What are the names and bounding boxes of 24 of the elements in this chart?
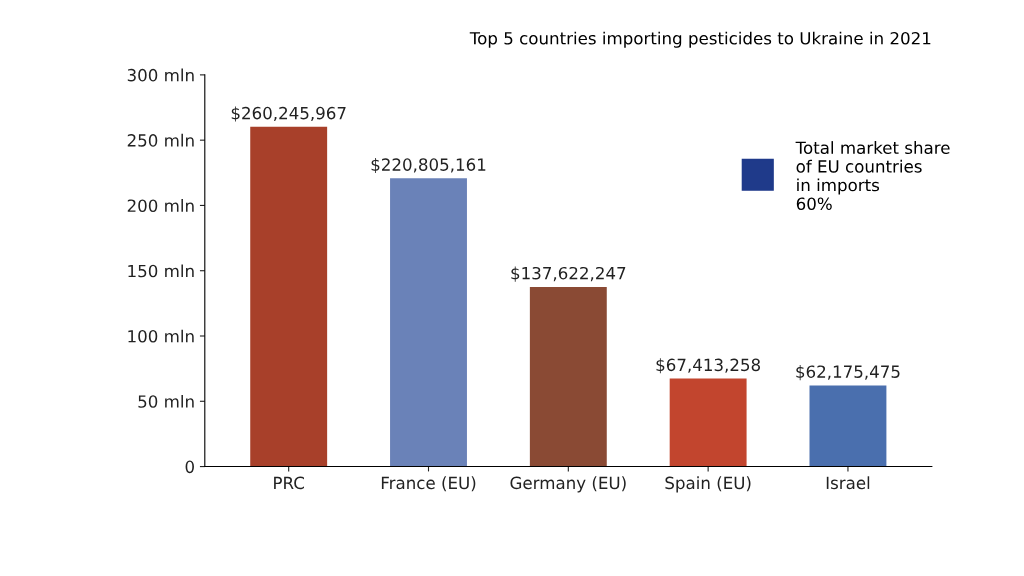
x-tick-label: Germany (EU) — [510, 476, 626, 493]
bar — [809, 385, 887, 467]
annotation: Total market share of EU countries in imports 60% — [795, 141, 950, 211]
x-tick-label: Spain (EU) — [665, 476, 751, 493]
y-tick-label: 0 — [185, 460, 194, 474]
annotation: $67,413,258 — [656, 358, 761, 374]
y-tick-label: 50 mln — [138, 394, 194, 408]
chart-title: Top 5 countries importing pesticides to Ukraine in 2021 — [469, 31, 931, 48]
bar — [529, 286, 607, 467]
y-tick-label: 300 mln — [127, 68, 194, 82]
y-tick-label: 250 mln — [127, 133, 194, 147]
y-tick-label: 150 mln — [128, 264, 194, 278]
annotation: $220,805,161 — [371, 157, 486, 174]
annotation: $62,175,475 — [796, 365, 900, 381]
x-tick-label: PRC — [274, 476, 304, 490]
annotation: $260,245,967 — [231, 106, 346, 122]
annotation: $137,622,247 — [511, 266, 626, 282]
y-tick-label: 100 mln — [128, 329, 194, 343]
bar — [250, 126, 328, 467]
x-tick-label: France (EU) — [381, 476, 476, 492]
x-tick-label: Israel — [826, 476, 870, 490]
y-tick-label: 200 mln — [127, 199, 194, 213]
bar — [390, 178, 467, 467]
bar — [669, 378, 747, 467]
